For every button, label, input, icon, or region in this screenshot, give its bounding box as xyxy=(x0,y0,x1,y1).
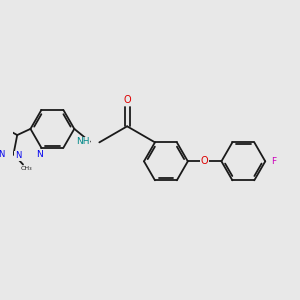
Text: F: F xyxy=(271,157,276,166)
Text: NH: NH xyxy=(76,137,90,146)
Text: O: O xyxy=(201,156,208,166)
Text: N: N xyxy=(0,150,4,159)
Text: CH₃: CH₃ xyxy=(21,166,33,171)
Text: N: N xyxy=(36,150,43,159)
Text: N: N xyxy=(15,151,21,160)
Text: O: O xyxy=(123,95,131,105)
